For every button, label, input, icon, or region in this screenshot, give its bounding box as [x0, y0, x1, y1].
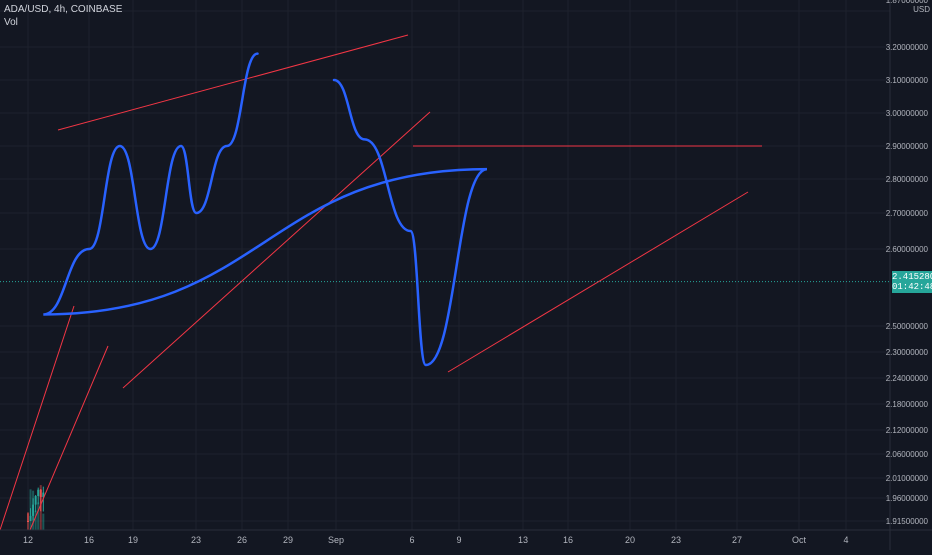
price-tick-label: 2.90000000 — [886, 142, 929, 151]
time-tick-label: 23 — [671, 535, 681, 545]
time-tick-label: 9 — [456, 535, 461, 545]
price-tick-label: 2.60000000 — [886, 245, 929, 254]
candle-down — [39, 489, 42, 498]
time-tick-label: 23 — [191, 535, 201, 545]
trendline — [29, 345, 109, 531]
price-tick-label: 1.96000000 — [886, 494, 929, 503]
time-axis: 12 16 19 23 26 29 Sep 6 9 13 16 20 23 27 Oct 4 — [0, 529, 932, 545]
price-tick-label: 2.30000000 — [886, 348, 929, 357]
candle-up — [37, 489, 40, 497]
time-tick-label: 16 — [84, 535, 94, 545]
current-price-tag: 2.41528000 01:42:48 — [892, 270, 932, 293]
price-tick-label: 1.87000000 — [886, 0, 929, 5]
price-tick-label: 2.24000000 — [886, 374, 929, 383]
candle-up — [34, 496, 37, 505]
candle-up — [32, 504, 35, 516]
trendline — [57, 34, 409, 131]
price-tick-label: 2.18000000 — [886, 400, 929, 409]
volume-legend[interactable]: Vol — [4, 17, 18, 28]
bar-countdown: 01:42:48 — [892, 281, 932, 292]
trendline — [0, 305, 75, 531]
time-tick-label: 27 — [732, 535, 742, 545]
candle-up — [42, 492, 45, 498]
time-tick-label: 29 — [283, 535, 293, 545]
candle-up — [29, 515, 32, 521]
volume-bar — [37, 502, 40, 530]
current-price-value: 2.41528000 — [892, 271, 932, 282]
price-tick-label: 3.20000000 — [886, 43, 929, 52]
price-tick-label: 2.01000000 — [886, 474, 929, 483]
projection-line — [43, 52, 488, 367]
time-tick-label: 19 — [128, 535, 138, 545]
volume-bar — [42, 513, 45, 530]
price-tick-label: 3.10000000 — [886, 76, 929, 85]
projection-path — [43, 52, 488, 367]
volume-bar — [34, 510, 37, 530]
time-tick-label: 12 — [23, 535, 33, 545]
price-tick-label: 2.12000000 — [886, 426, 929, 435]
time-tick-label: 16 — [563, 535, 573, 545]
price-tick-label: 3.00000000 — [886, 109, 929, 118]
candle-down — [27, 521, 29, 522]
price-tick-label: 2.06000000 — [886, 450, 929, 459]
price-tick-label: 2.80000000 — [886, 175, 929, 184]
price-axis: USD 3.20000000 3.10000000 3.00000000 2.90000… — [886, 0, 930, 550]
time-tick-label: 20 — [625, 535, 635, 545]
trendline-drawings — [0, 34, 890, 531]
grid-lines — [0, 0, 890, 530]
time-tick-label: 6 — [409, 535, 414, 545]
candlesticks — [27, 486, 45, 522]
time-tick-label: Oct — [792, 535, 807, 545]
time-tick-label: 4 — [843, 535, 848, 545]
price-tick-label: 2.70000000 — [886, 209, 929, 218]
time-tick-label: Sep — [328, 535, 344, 545]
price-tick-label: 2.50000000 — [886, 322, 929, 331]
symbol-legend[interactable]: ADA/USD, 4h, COINBASE — [4, 4, 123, 15]
price-tick-label: 1.91500000 — [886, 517, 929, 526]
time-tick-label: 26 — [237, 535, 247, 545]
price-axis-currency: USD — [913, 5, 930, 14]
time-tick-label: 13 — [518, 535, 528, 545]
